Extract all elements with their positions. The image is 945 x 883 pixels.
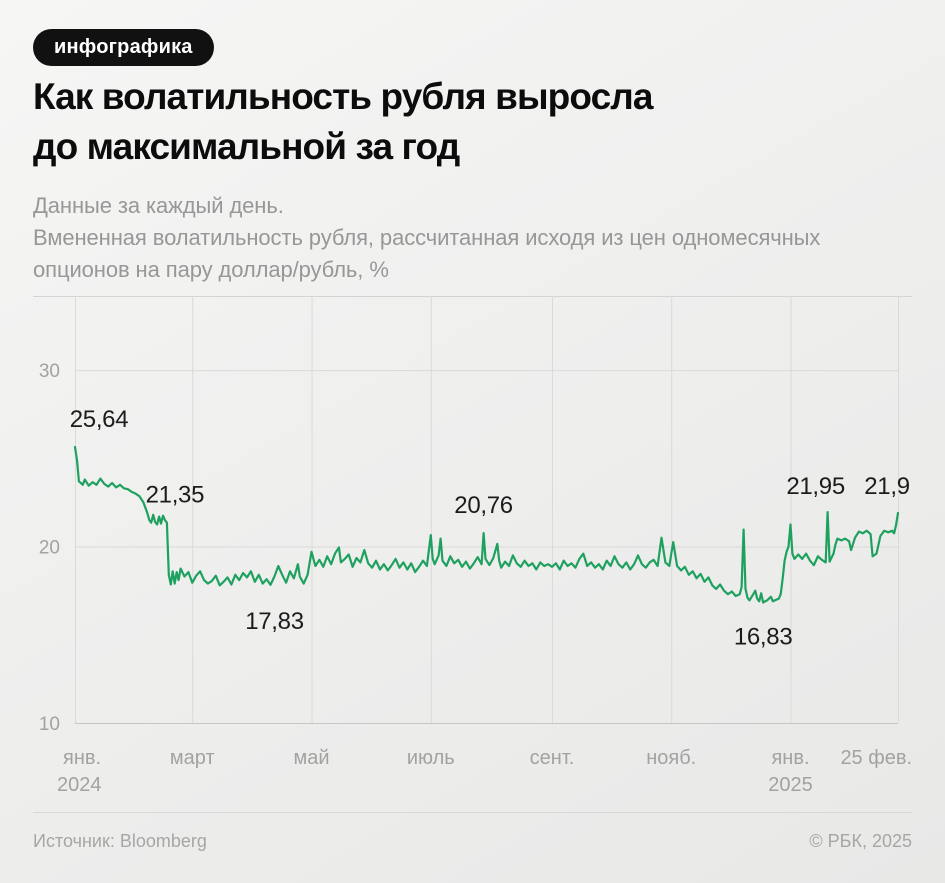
x-tick-label: янв. [771,747,809,769]
data-point-label: 21,35 [146,482,205,509]
data-point-label: 17,83 [245,608,304,635]
copyright-credit: © РБК, 2025 [809,831,912,851]
infographic-badge: инфографика [33,29,214,66]
series-line-volatility [73,445,900,604]
footer-divider [33,812,912,813]
data-point-label: 20,76 [454,492,513,519]
x-tick-label: июль [407,747,455,769]
source-credit: Источник: Bloomberg [33,831,207,851]
page-title: Как волатильность рубля выросла до макси… [33,76,653,167]
x-tick-label: март [170,747,215,769]
data-point-label: 25,64 [70,406,129,433]
y-tick-label: 30 [39,361,60,382]
x-tick-label: май [294,747,330,769]
data-point-label: 16,83 [734,623,793,650]
x-tick-year-label: 2025 [768,774,813,796]
x-tick-label: нояб. [646,747,696,769]
data-point-label: 21,9 [864,473,910,500]
x-tick-label: янв. [63,747,101,769]
chart-subtitle: Данные за каждый день. Вмененная волатил… [33,193,821,282]
x-tick-label: сент. [530,747,575,769]
x-tick-label: 25 фев. [840,747,912,769]
y-tick-label: 20 [39,538,60,559]
data-point-label: 21,95 [786,473,845,500]
y-tick-label: 10 [39,714,60,735]
x-tick-year-label: 2024 [57,774,102,796]
